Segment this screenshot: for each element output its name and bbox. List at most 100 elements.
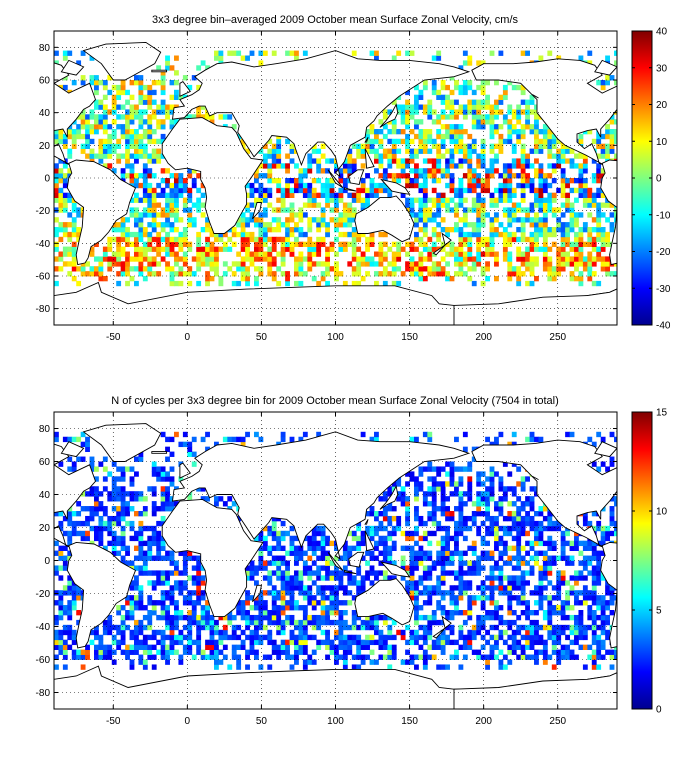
data-bin	[587, 231, 593, 238]
data-bin	[449, 187, 455, 194]
data-bin	[85, 153, 90, 159]
data-bin	[569, 560, 575, 566]
data-bin	[489, 654, 495, 660]
data-bin	[396, 241, 402, 247]
data-bin	[405, 570, 410, 576]
data-bin	[587, 654, 593, 660]
data-bin	[427, 614, 433, 621]
data-bin	[138, 256, 144, 262]
data-bin	[489, 109, 495, 115]
data-bin	[498, 629, 504, 636]
data-bin	[294, 182, 299, 189]
data-bin	[200, 649, 206, 655]
data-bin	[365, 271, 370, 277]
data-bin	[489, 520, 495, 527]
data-bin	[249, 236, 255, 243]
data-bin	[516, 624, 522, 631]
data-bin	[387, 634, 393, 641]
data-bin	[534, 114, 539, 120]
data-bin	[520, 256, 526, 262]
data-bin	[169, 80, 175, 86]
data-bin	[529, 148, 535, 154]
data-bin	[316, 217, 322, 223]
data-bin	[298, 619, 304, 626]
data-bin	[378, 570, 384, 576]
data-bin	[511, 491, 517, 497]
data-bin	[431, 515, 437, 522]
data-bin	[147, 119, 153, 125]
data-bin	[440, 540, 446, 547]
data-bin	[240, 241, 246, 247]
data-bin	[156, 520, 162, 527]
data-bin	[538, 129, 544, 135]
data-bin	[422, 550, 428, 556]
data-bin	[507, 138, 513, 145]
data-bin	[147, 153, 153, 159]
data-bin	[125, 173, 130, 179]
data-bin	[116, 515, 122, 522]
data-bin	[591, 227, 597, 233]
data-bin	[311, 649, 317, 655]
data-bin	[289, 590, 295, 596]
data-bin	[151, 114, 157, 120]
data-bin	[600, 605, 606, 611]
data-bin	[507, 251, 513, 257]
data-bin	[547, 197, 553, 203]
data-bin	[454, 540, 459, 547]
data-bin	[467, 629, 473, 636]
landmass-outline	[0, 95, 5, 98]
data-bin	[582, 629, 588, 636]
data-bin	[422, 80, 428, 86]
data-bin	[116, 246, 122, 252]
data-bin	[111, 129, 117, 135]
data-bin	[427, 619, 433, 626]
data-bin	[516, 580, 522, 586]
data-bin	[467, 133, 473, 140]
data-bin	[436, 236, 442, 243]
data-bin	[156, 124, 162, 130]
data-bin	[142, 143, 148, 149]
data-bin	[462, 173, 468, 179]
data-bin	[600, 192, 606, 198]
data-bin	[445, 276, 450, 282]
data-bin	[480, 585, 486, 591]
data-bin	[445, 535, 450, 542]
data-bin	[471, 624, 477, 631]
data-bin	[254, 217, 259, 223]
data-bin	[289, 158, 295, 164]
data-bin	[187, 590, 193, 596]
data-bin	[462, 585, 468, 591]
data-bin	[85, 506, 90, 512]
data-bin	[467, 55, 473, 61]
data-bin	[467, 545, 473, 551]
data-bin	[422, 227, 428, 233]
data-bin	[147, 649, 153, 655]
data-bin	[427, 575, 433, 581]
data-bin	[360, 644, 366, 650]
data-bin	[94, 486, 99, 492]
data-bin	[102, 143, 108, 149]
data-bin	[418, 251, 424, 257]
data-bin	[436, 168, 442, 174]
data-bin	[431, 212, 437, 218]
data-bin	[200, 619, 206, 626]
data-bin	[436, 89, 442, 96]
data-bin	[591, 565, 597, 571]
data-bin	[498, 99, 504, 105]
data-bin	[107, 109, 113, 115]
data-bin	[547, 256, 553, 262]
data-bin	[102, 84, 108, 91]
data-bin	[302, 168, 308, 174]
data-bin	[89, 109, 95, 115]
data-bin	[578, 575, 584, 581]
data-bin	[525, 114, 530, 120]
data-bin	[436, 520, 442, 527]
data-bin	[98, 114, 104, 120]
data-bin	[507, 600, 513, 606]
data-bin	[476, 60, 482, 66]
data-bin	[71, 590, 77, 596]
data-bin	[191, 271, 197, 277]
data-bin	[280, 624, 286, 631]
data-bin	[262, 256, 268, 262]
data-bin	[276, 530, 282, 537]
